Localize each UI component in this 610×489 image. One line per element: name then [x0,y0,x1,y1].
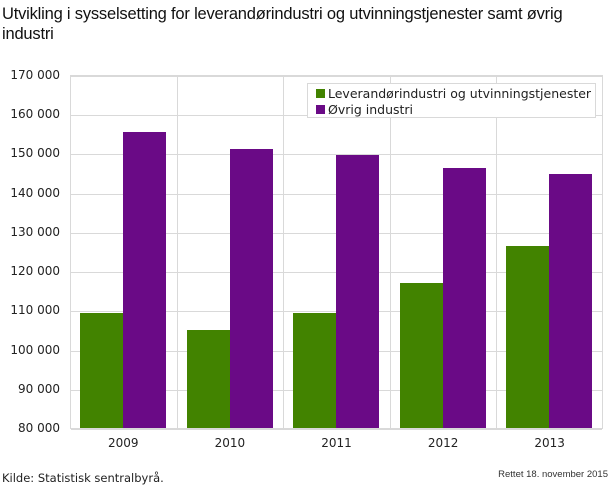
y-tick-label: 130 000 [10,224,60,239]
y-tick-label: 140 000 [10,185,60,200]
bar-leverandorindustri-2013 [506,245,550,429]
y-tick-label: 80 000 [18,421,60,435]
legend-label: Leverandørindustri og utvinningstjeneste… [328,86,592,101]
bar-leverandorindustri-2011 [293,312,337,429]
y-tick-label: 90 000 [18,381,60,396]
v-gridline [496,76,498,428]
h-gridline [71,429,602,430]
v-gridline [389,76,391,428]
legend-item-ovrig-industri: Øvrig industri [316,102,413,117]
updated-note: Rettet 18. november 2015 [498,469,608,480]
y-tick-label: 160 000 [10,107,60,122]
y-tick-label: 110 000 [10,303,60,318]
plot-area [70,75,603,430]
source-note: Kilde: Statistisk sentralbyrå. [2,471,164,485]
x-tick-label: 2013 [534,436,565,450]
legend: Leverandørindustri og utvinningstjeneste… [307,83,596,118]
x-axis-line [70,428,603,429]
bar-leverandorindustri-2012 [399,283,443,429]
h-gridline [71,76,602,77]
y-tick-label: 150 000 [10,146,60,161]
h-gridline [71,154,602,156]
v-gridline [283,76,285,428]
y-tick-label: 120 000 [10,264,60,279]
bar-ovrig-industri-2010 [229,148,273,429]
bar-ovrig-industri-2013 [549,174,593,429]
legend-label: Øvrig industri [328,102,414,117]
x-tick-label: 2009 [108,436,139,450]
bar-ovrig-industri-2012 [442,168,486,429]
legend-swatch-purple [316,105,325,114]
bar-leverandorindustri-2010 [186,329,230,429]
legend-swatch-green [316,89,325,98]
x-tick-label: 2012 [427,436,459,450]
bar-ovrig-industri-2011 [336,155,380,429]
y-tick-label: 170 000 [10,68,60,82]
bar-leverandorindustri-2009 [80,312,123,429]
bar-ovrig-industri-2009 [123,131,166,429]
x-tick-label: 2011 [321,436,352,450]
chart-title: Utvikling i sysselsetting for leverandør… [2,5,563,43]
legend-item-leverandorindustri: Leverandørindustri og utvinningstjeneste… [316,86,591,101]
y-tick-label: 100 000 [10,342,60,357]
x-tick-label: 2010 [214,436,246,450]
v-gridline [176,76,178,428]
